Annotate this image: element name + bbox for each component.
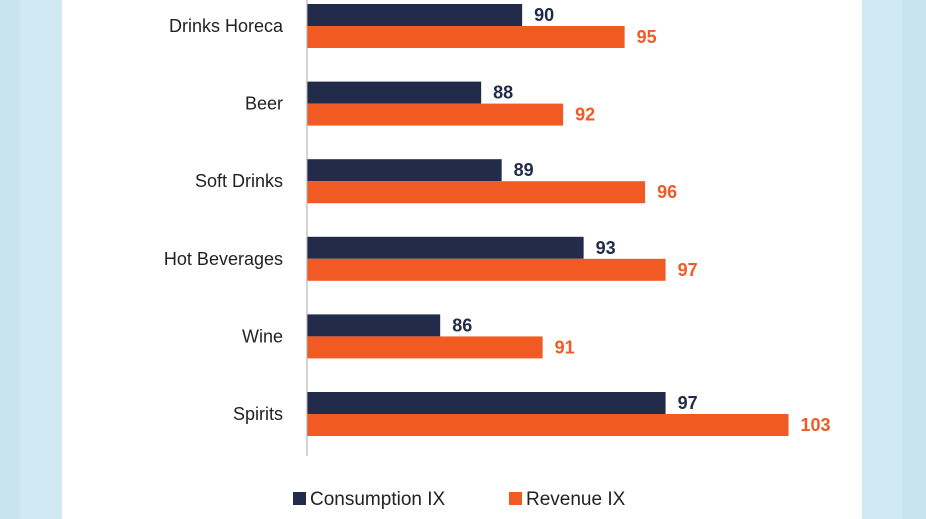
legend-swatch	[509, 492, 522, 505]
data-label: 92	[575, 105, 595, 125]
bar-revenue	[307, 414, 789, 436]
category-label: Spirits	[233, 404, 283, 424]
category-label: Wine	[242, 326, 283, 346]
legend-label: Revenue IX	[526, 489, 626, 510]
data-label: 97	[678, 260, 698, 280]
category-label: Drinks Horeca	[169, 16, 284, 36]
background-right	[862, 0, 902, 519]
data-label: 88	[493, 83, 513, 103]
bar-revenue	[307, 103, 564, 126]
data-label: 97	[678, 393, 698, 413]
bar-revenue	[307, 336, 543, 359]
data-label: 86	[452, 315, 472, 335]
data-label: 103	[801, 415, 831, 435]
bar-consumption	[307, 236, 584, 259]
legend-label: Consumption IX	[310, 489, 446, 510]
data-label: 96	[657, 182, 677, 202]
data-label: 90	[534, 5, 554, 25]
bar-revenue	[307, 181, 646, 204]
bar-consumption	[307, 314, 441, 337]
category-label: Soft Drinks	[195, 171, 283, 191]
data-label: 93	[596, 238, 616, 258]
category-label: Hot Beverages	[164, 249, 283, 269]
legend-swatch	[293, 492, 306, 505]
data-label: 89	[514, 160, 534, 180]
bar-revenue	[307, 258, 666, 281]
bar-consumption	[307, 392, 666, 414]
bar-revenue	[307, 26, 625, 48]
bar-consumption	[307, 4, 523, 26]
data-label: 91	[555, 337, 575, 357]
bar-consumption	[307, 81, 482, 104]
bar-consumption	[307, 159, 502, 182]
background-left	[20, 0, 62, 519]
data-label: 95	[637, 27, 657, 47]
category-label: Beer	[245, 94, 283, 114]
